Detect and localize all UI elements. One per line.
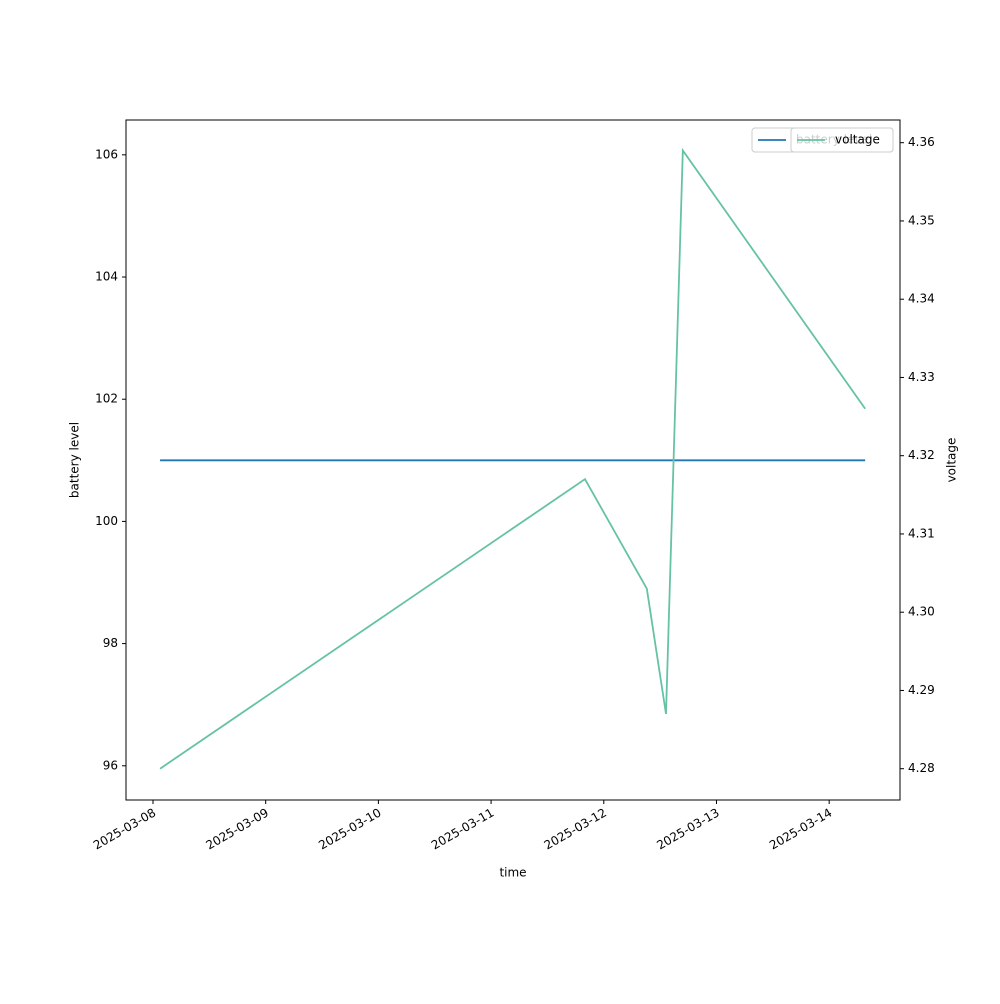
- x-tick-label: 2025-03-08: [91, 806, 158, 853]
- plot-frame: [125, 119, 901, 801]
- y2-tick-label: 4.31: [908, 526, 935, 540]
- legend-label: voltage: [835, 133, 880, 147]
- y2-tick-label: 4.28: [908, 761, 935, 775]
- y-tick-label: 104: [95, 270, 118, 284]
- y2-tick-label: 4.32: [908, 448, 935, 462]
- y-tick-label: 102: [95, 392, 118, 406]
- y-tick-label: 98: [103, 636, 118, 650]
- x-tick-label: 2025-03-12: [542, 806, 609, 853]
- y2-tick-label: 4.34: [908, 292, 935, 306]
- y2-tick-label: 4.29: [908, 683, 935, 697]
- x-tick-label: 2025-03-11: [429, 806, 496, 853]
- x-tick-label: 2025-03-14: [767, 806, 834, 853]
- y-tick-label: 106: [95, 147, 118, 161]
- y-tick-label: 100: [95, 514, 118, 528]
- x-axis-label: time: [499, 866, 526, 880]
- x-tick-label: 2025-03-13: [654, 806, 721, 853]
- legend-box: [790, 127, 894, 153]
- x-tick-label: 2025-03-10: [316, 806, 383, 853]
- y2-axis-label: voltage: [945, 438, 959, 483]
- series-line: [159, 147, 866, 770]
- x-tick-label: 2025-03-09: [204, 806, 271, 853]
- y-axis-label: battery level: [68, 422, 82, 498]
- y2-tick-label: 4.35: [908, 213, 935, 227]
- y2-tick-label: 4.30: [908, 605, 935, 619]
- y2-tick-label: 4.36: [908, 135, 935, 149]
- y-tick-label: 96: [103, 758, 118, 772]
- y2-tick-label: 4.33: [908, 370, 935, 384]
